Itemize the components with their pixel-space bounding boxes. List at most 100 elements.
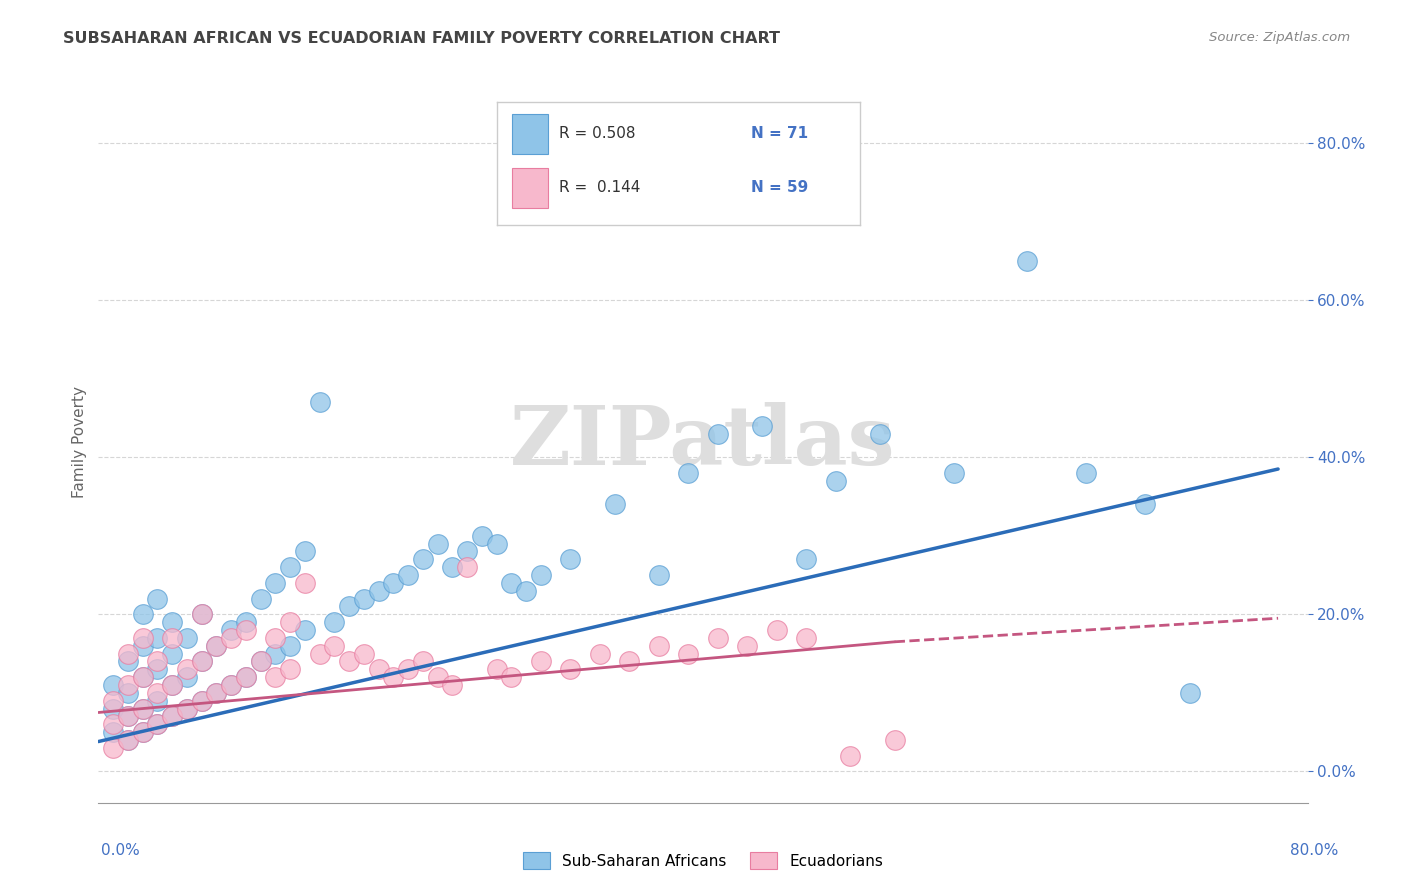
Point [426, 670, 449, 684]
Point [131, 725, 153, 739]
Point [824, 474, 846, 488]
Point [751, 418, 773, 433]
Point [160, 631, 183, 645]
Point [249, 655, 271, 669]
Point [1178, 686, 1201, 700]
Point [530, 568, 553, 582]
Point [485, 662, 508, 676]
Point [308, 647, 330, 661]
Point [353, 591, 375, 606]
Point [160, 647, 183, 661]
Point [101, 717, 124, 731]
Point [1076, 466, 1098, 480]
Legend: Sub-Saharan Africans, Ecuadorians: Sub-Saharan Africans, Ecuadorians [516, 846, 890, 875]
Point [117, 709, 139, 723]
Point [603, 497, 626, 511]
Point [839, 748, 862, 763]
Point [176, 701, 198, 715]
Point [176, 701, 198, 715]
Point [176, 631, 198, 645]
Point [101, 740, 124, 755]
Point [146, 631, 169, 645]
Point [190, 655, 212, 669]
Point [235, 623, 257, 637]
Point [176, 662, 198, 676]
Text: ZIPatlas: ZIPatlas [510, 401, 896, 482]
Point [190, 655, 212, 669]
Point [382, 575, 405, 590]
Point [264, 575, 287, 590]
Point [942, 466, 965, 480]
Point [117, 733, 139, 747]
Point [235, 670, 257, 684]
Point [117, 647, 139, 661]
Point [678, 647, 700, 661]
Point [117, 733, 139, 747]
Point [501, 575, 523, 590]
Point [648, 639, 671, 653]
Point [117, 655, 139, 669]
Point [146, 591, 169, 606]
Point [294, 575, 316, 590]
Point [131, 639, 153, 653]
Point [678, 466, 700, 480]
Text: Source: ZipAtlas.com: Source: ZipAtlas.com [1209, 31, 1350, 45]
Point [589, 647, 612, 661]
Point [146, 686, 169, 700]
Point [619, 655, 641, 669]
Text: 0.0%: 0.0% [101, 843, 141, 858]
Point [117, 678, 139, 692]
Point [367, 662, 389, 676]
Point [323, 639, 346, 653]
Point [1135, 497, 1157, 511]
Point [176, 670, 198, 684]
Point [456, 560, 478, 574]
Point [308, 395, 330, 409]
Point [117, 709, 139, 723]
Point [412, 655, 434, 669]
Point [101, 678, 124, 692]
Point [131, 631, 153, 645]
Point [117, 686, 139, 700]
Point [337, 599, 360, 614]
Point [131, 670, 153, 684]
Point [530, 655, 553, 669]
Point [131, 701, 153, 715]
Point [264, 647, 287, 661]
Point [190, 607, 212, 622]
Point [205, 686, 228, 700]
Point [205, 686, 228, 700]
Point [323, 615, 346, 630]
Point [794, 631, 817, 645]
Point [337, 655, 360, 669]
Point [396, 568, 419, 582]
Point [235, 670, 257, 684]
Point [396, 662, 419, 676]
Point [160, 709, 183, 723]
Point [706, 426, 728, 441]
Point [367, 583, 389, 598]
Point [560, 552, 582, 566]
Point [146, 662, 169, 676]
Point [101, 694, 124, 708]
Point [146, 717, 169, 731]
Point [219, 623, 242, 637]
Point [501, 670, 523, 684]
Point [648, 568, 671, 582]
Point [146, 655, 169, 669]
Point [412, 552, 434, 566]
Point [190, 694, 212, 708]
Point [706, 631, 728, 645]
Point [146, 717, 169, 731]
Point [794, 552, 817, 566]
Point [190, 607, 212, 622]
Point [278, 615, 301, 630]
Point [205, 639, 228, 653]
Point [426, 536, 449, 550]
Point [249, 655, 271, 669]
Point [765, 623, 787, 637]
Point [235, 615, 257, 630]
Point [160, 615, 183, 630]
Point [160, 678, 183, 692]
Point [485, 536, 508, 550]
